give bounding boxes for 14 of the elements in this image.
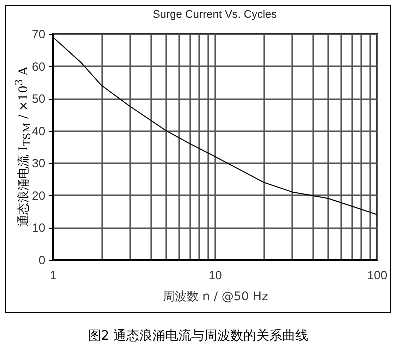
x-tick-label: 10 (208, 268, 222, 282)
chart-title: Surge Current Vs. Cycles (152, 9, 278, 21)
y-tick-label: 30 (32, 156, 46, 171)
y-tick-label: 0 (38, 254, 46, 268)
y-tick-label: 50 (32, 92, 46, 106)
y-tick-label: 40 (32, 124, 46, 138)
x-axis-title: 周波数 n / @50 Hz (162, 290, 268, 304)
y-tick-label: 60 (32, 60, 46, 74)
y-tick-label: 70 (32, 28, 46, 42)
y-tick-label: 20 (32, 188, 46, 203)
x-tick-label: 1 (50, 268, 58, 282)
x-tick-label: 100 (367, 268, 388, 282)
y-tick-label: 10 (32, 221, 46, 236)
caption: 图2 通态浪涌电流与周波数的关系曲线 (87, 328, 310, 345)
